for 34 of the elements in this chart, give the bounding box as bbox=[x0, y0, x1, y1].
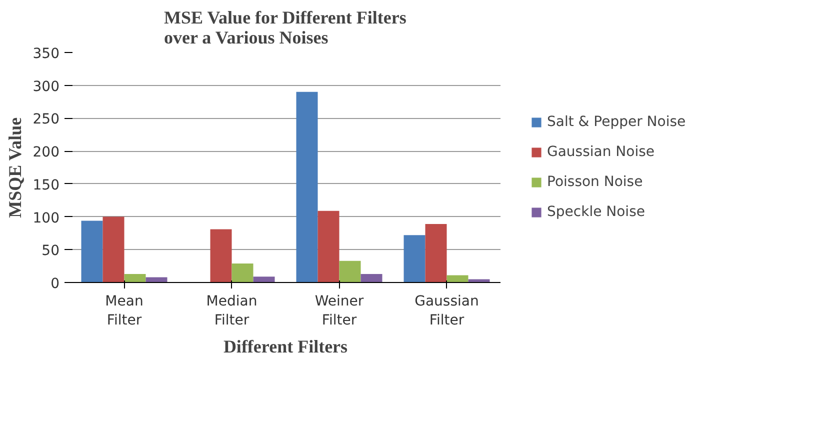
bar bbox=[124, 274, 146, 282]
bar bbox=[253, 276, 275, 282]
bar bbox=[81, 220, 103, 282]
bar bbox=[339, 260, 361, 282]
x-tick-label: Weiner Filter bbox=[314, 294, 364, 329]
legend-label: Gaussian Noise bbox=[547, 144, 655, 160]
y-tick-label: 50 bbox=[42, 243, 60, 260]
y-tick-label: 250 bbox=[32, 112, 60, 128]
y-tick-label: 150 bbox=[32, 177, 60, 194]
x-tick-label: Median Filter bbox=[206, 294, 258, 329]
bar bbox=[318, 210, 340, 282]
legend-label: Poisson Noise bbox=[547, 174, 643, 190]
x-axis-title: Different Filters bbox=[223, 336, 348, 357]
bar bbox=[468, 279, 490, 282]
y-tick-label: 0 bbox=[50, 276, 60, 292]
bar bbox=[404, 235, 426, 282]
bar bbox=[425, 224, 447, 282]
bar bbox=[146, 277, 168, 282]
y-tick-label: 100 bbox=[32, 210, 60, 226]
bar bbox=[296, 92, 318, 282]
bar bbox=[210, 229, 232, 282]
bar bbox=[446, 275, 468, 282]
x-tick-label: Mean Filter bbox=[105, 294, 144, 329]
y-tick-label: 200 bbox=[32, 144, 60, 161]
bar bbox=[360, 274, 382, 282]
bar bbox=[232, 263, 254, 282]
legend-label: Salt & Pepper Noise bbox=[547, 114, 686, 130]
y-tick-label: 350 bbox=[32, 46, 60, 62]
y-tick-label: 300 bbox=[32, 78, 60, 95]
x-tick-label: Gaussian Filter bbox=[414, 294, 479, 329]
legend-label: Speckle Noise bbox=[547, 204, 645, 220]
y-axis-title: MSQE Value bbox=[4, 117, 25, 218]
chart-title: MSE Value for Different Filters over a Various Noises bbox=[164, 8, 406, 48]
bar bbox=[102, 216, 124, 282]
